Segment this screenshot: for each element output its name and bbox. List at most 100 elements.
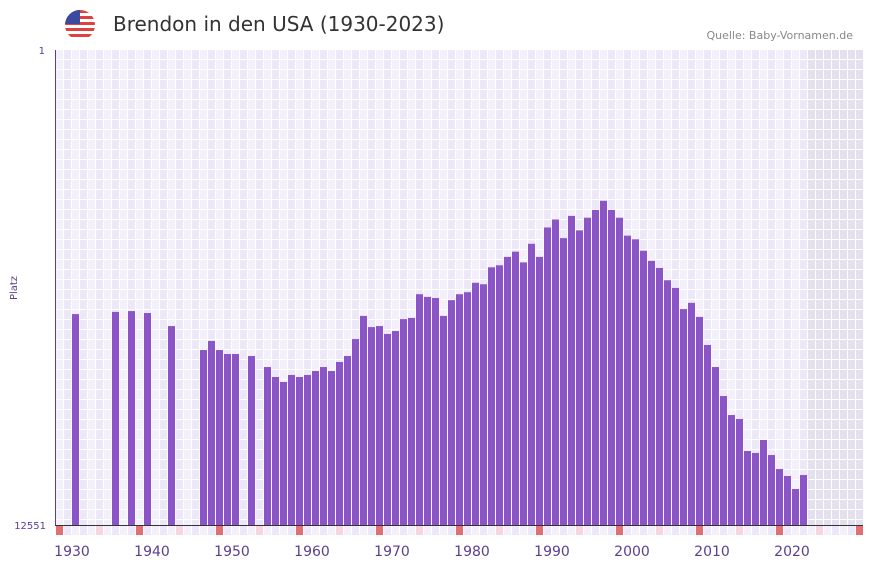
bar-1956[interactable]	[280, 381, 287, 525]
grid-column	[792, 50, 799, 525]
bar-1981[interactable]	[480, 284, 487, 525]
bar-2011[interactable]	[720, 396, 727, 525]
bar-1948[interactable]	[216, 350, 223, 525]
bar-2015[interactable]	[752, 452, 759, 525]
bar-1997[interactable]	[608, 209, 615, 525]
bar-1960[interactable]	[312, 371, 319, 525]
year-marker	[696, 526, 703, 535]
bar-2007[interactable]	[688, 302, 695, 525]
year-marker	[648, 526, 655, 535]
bar-1994[interactable]	[584, 217, 591, 525]
year-marker	[448, 526, 455, 535]
bar-1998[interactable]	[616, 217, 623, 525]
bar-2018[interactable]	[776, 469, 783, 525]
bar-2013[interactable]	[736, 419, 743, 525]
bar-1966[interactable]	[360, 315, 367, 525]
bar-2002[interactable]	[648, 260, 655, 525]
bar-1969[interactable]	[384, 333, 391, 525]
bar-1980[interactable]	[472, 282, 479, 525]
bar-2020[interactable]	[792, 489, 799, 525]
bar-1963[interactable]	[336, 361, 343, 525]
bar-2014[interactable]	[744, 450, 751, 525]
bar-2005[interactable]	[672, 287, 679, 525]
bar-2010[interactable]	[712, 367, 719, 525]
year-marker	[736, 526, 743, 535]
grid-column	[448, 50, 455, 525]
bar-1968[interactable]	[376, 326, 383, 525]
grid-column	[144, 50, 151, 525]
bar-1957[interactable]	[288, 374, 295, 525]
bar-1937[interactable]	[128, 311, 135, 525]
bar-1979[interactable]	[464, 292, 471, 525]
grid-line	[56, 179, 864, 180]
bar-1961[interactable]	[320, 367, 327, 525]
bar-1993[interactable]	[576, 230, 583, 525]
bar-1946[interactable]	[200, 350, 207, 525]
bar-1974[interactable]	[424, 296, 431, 525]
bar-1959[interactable]	[304, 374, 311, 525]
bar-1985[interactable]	[512, 251, 519, 526]
bar-1967[interactable]	[368, 327, 375, 525]
grid-column	[328, 50, 335, 525]
bar-1939[interactable]	[144, 313, 151, 525]
year-marker	[816, 526, 823, 535]
bar-2021[interactable]	[800, 475, 807, 525]
bar-1978[interactable]	[456, 294, 463, 525]
bar-1962[interactable]	[328, 371, 335, 525]
bar-2019[interactable]	[784, 476, 791, 525]
bar-1982[interactable]	[488, 267, 495, 525]
bar-2006[interactable]	[680, 309, 687, 525]
bar-1995[interactable]	[592, 209, 599, 525]
bar-1972[interactable]	[408, 317, 415, 525]
bar-1976[interactable]	[440, 315, 447, 525]
bar-1984[interactable]	[504, 256, 511, 525]
bar-1988[interactable]	[536, 256, 543, 525]
bar-1930[interactable]	[72, 314, 79, 525]
bar-1973[interactable]	[416, 294, 423, 525]
grid-column	[824, 50, 831, 525]
bar-1964[interactable]	[344, 356, 351, 525]
year-marker	[608, 526, 615, 535]
grid-column	[64, 50, 71, 525]
bar-2003[interactable]	[656, 267, 663, 525]
bar-1992[interactable]	[568, 215, 575, 525]
bar-1935[interactable]	[112, 311, 119, 525]
bar-1955[interactable]	[272, 376, 279, 525]
bar-1954[interactable]	[264, 367, 271, 525]
grid-column	[296, 50, 303, 525]
bar-1950[interactable]	[232, 354, 239, 525]
bar-1947[interactable]	[208, 340, 215, 525]
bar-2009[interactable]	[704, 344, 711, 525]
bar-2001[interactable]	[640, 250, 647, 526]
bar-1989[interactable]	[544, 227, 551, 525]
grid-column	[104, 50, 111, 525]
bar-1986[interactable]	[520, 262, 527, 525]
bar-1975[interactable]	[432, 297, 439, 525]
bar-1991[interactable]	[560, 238, 567, 526]
year-marker	[56, 526, 63, 535]
grid-column	[384, 50, 391, 525]
bar-1958[interactable]	[296, 376, 303, 525]
bar-2000[interactable]	[632, 239, 639, 525]
bar-1977[interactable]	[448, 300, 455, 525]
grid-column	[816, 50, 823, 525]
bar-1990[interactable]	[552, 219, 559, 525]
bar-1952[interactable]	[248, 356, 255, 525]
bar-2012[interactable]	[728, 415, 735, 525]
year-marker	[800, 526, 807, 535]
bar-1970[interactable]	[392, 331, 399, 525]
bar-1971[interactable]	[400, 319, 407, 525]
year-marker	[304, 526, 311, 535]
y-axis-label: Platz	[9, 276, 20, 300]
bar-1949[interactable]	[224, 354, 231, 525]
bar-1942[interactable]	[168, 326, 175, 525]
bar-1996[interactable]	[600, 200, 607, 525]
bar-2004[interactable]	[664, 280, 671, 525]
bar-1965[interactable]	[352, 339, 359, 525]
bar-1987[interactable]	[528, 243, 535, 525]
bar-1983[interactable]	[496, 265, 503, 525]
bar-1999[interactable]	[624, 235, 631, 525]
bar-2008[interactable]	[696, 316, 703, 525]
bar-2017[interactable]	[768, 455, 775, 525]
bar-2016[interactable]	[760, 439, 767, 525]
